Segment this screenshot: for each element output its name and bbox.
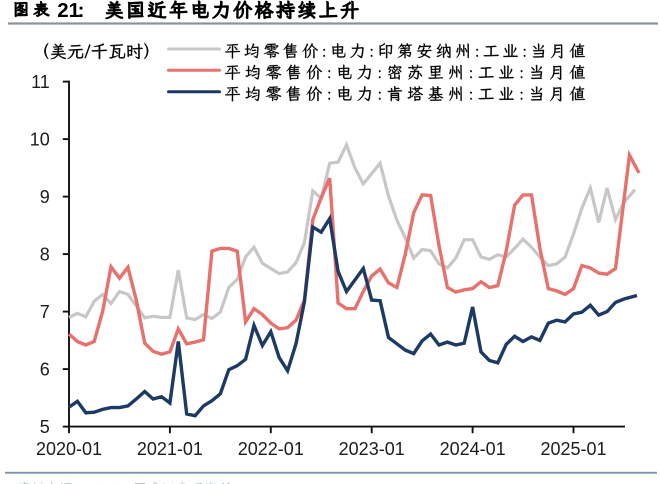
svg-text:2025-01: 2025-01 bbox=[540, 439, 606, 459]
svg-text:9: 9 bbox=[40, 187, 50, 207]
svg-text:8: 8 bbox=[40, 244, 50, 264]
svg-text:7: 7 bbox=[40, 302, 50, 322]
svg-text:10: 10 bbox=[30, 129, 50, 149]
svg-text:2024-01: 2024-01 bbox=[440, 439, 506, 459]
svg-text:2022-01: 2022-01 bbox=[238, 439, 304, 459]
svg-text:5: 5 bbox=[40, 417, 50, 437]
svg-text:2021-01: 2021-01 bbox=[137, 439, 203, 459]
svg-text:6: 6 bbox=[40, 359, 50, 379]
svg-text:11: 11 bbox=[31, 72, 50, 92]
svg-text::: : bbox=[78, 0, 85, 22]
svg-text:21: 21 bbox=[57, 0, 80, 22]
svg-text:2023-01: 2023-01 bbox=[339, 439, 405, 459]
svg-text:2020-01: 2020-01 bbox=[36, 439, 102, 459]
